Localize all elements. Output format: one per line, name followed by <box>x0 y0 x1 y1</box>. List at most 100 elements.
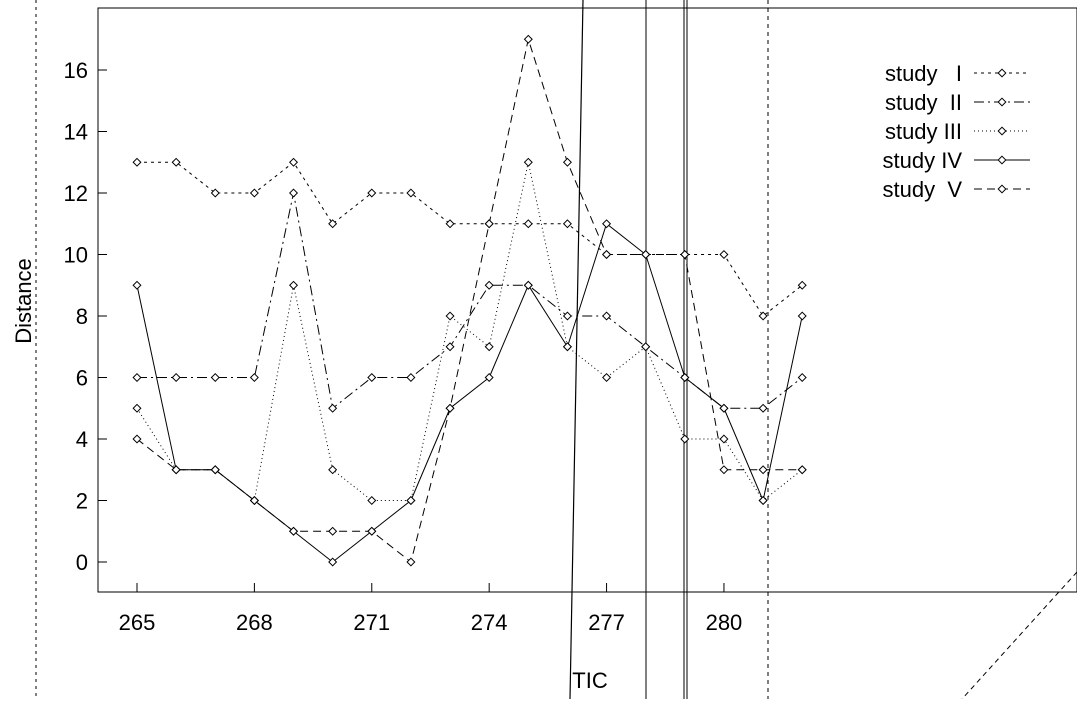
data-point <box>484 219 494 229</box>
x-tick-label: 268 <box>236 610 273 635</box>
legend-marker <box>997 155 1007 165</box>
y-tick-label: 10 <box>64 243 88 268</box>
data-point <box>406 188 416 198</box>
y-tick-label: 0 <box>76 550 88 575</box>
data-point <box>562 342 572 352</box>
data-point <box>406 495 416 506</box>
legend-marker <box>997 126 1007 136</box>
data-point <box>132 403 142 413</box>
data-point <box>797 372 807 383</box>
data-point <box>719 465 729 475</box>
y-tick-label: 14 <box>64 120 88 145</box>
data-point <box>562 219 572 229</box>
data-point <box>719 403 729 413</box>
y-tick-label: 6 <box>76 366 88 391</box>
data-point <box>210 372 220 383</box>
data-point <box>249 188 259 198</box>
data-point <box>406 372 416 383</box>
data-point <box>484 342 494 352</box>
x-tick-label: 277 <box>588 610 625 635</box>
data-point <box>249 372 259 383</box>
data-point <box>484 280 494 290</box>
y-tick-label: 12 <box>64 181 88 206</box>
y-tick-label: 16 <box>64 58 88 83</box>
legend-label: study II <box>885 90 962 115</box>
data-point <box>210 465 220 475</box>
data-point <box>445 403 455 413</box>
data-point <box>797 311 807 321</box>
data-point <box>132 372 142 383</box>
legend: study I study II study III study IV study V <box>883 61 1030 202</box>
series-line <box>136 37 803 563</box>
data-point <box>210 188 220 198</box>
data-point <box>289 157 299 167</box>
data-point <box>602 372 612 383</box>
x-tick-label: 274 <box>471 610 508 635</box>
data-point <box>445 219 455 229</box>
data-point <box>406 557 416 567</box>
data-point <box>602 249 612 260</box>
y-axis-title: Distance <box>11 258 36 344</box>
x-tick-label: 280 <box>706 610 743 635</box>
data-point <box>758 403 768 413</box>
y-tick-label: 4 <box>76 427 88 452</box>
data-point <box>719 249 729 260</box>
data-point <box>132 434 142 444</box>
data-point <box>562 311 572 321</box>
data-point <box>602 219 612 229</box>
data-point <box>602 311 612 321</box>
data-point <box>171 157 181 167</box>
data-point <box>289 280 299 290</box>
data-point <box>523 219 533 229</box>
stray-diagonal-line <box>961 571 1077 700</box>
series-line <box>137 161 803 317</box>
stray-vertical-line-1 <box>569 0 584 700</box>
legend-label: study IV <box>883 148 963 173</box>
data-point <box>680 434 690 444</box>
data-point <box>758 465 768 475</box>
series-5 <box>132 34 807 567</box>
data-point <box>758 495 768 506</box>
data-point <box>523 280 533 290</box>
legend-marker <box>997 68 1007 78</box>
data-point <box>132 280 142 290</box>
data-point <box>171 372 181 383</box>
data-point <box>562 157 572 167</box>
data-point <box>680 249 690 260</box>
legend-marker <box>997 97 1007 107</box>
y-tick-label: 8 <box>76 304 88 329</box>
legend-label: study I <box>885 61 962 86</box>
data-point <box>367 526 377 536</box>
series-4 <box>132 219 807 567</box>
data-point <box>289 526 299 536</box>
x-axis-title: TIC <box>572 668 608 693</box>
series-group <box>132 34 807 567</box>
series-line <box>136 222 803 563</box>
data-point <box>328 526 338 536</box>
series-line <box>136 162 803 502</box>
series-1 <box>132 157 807 321</box>
data-point <box>797 280 807 290</box>
series-line <box>137 192 803 410</box>
data-point <box>523 34 533 44</box>
data-point <box>328 219 338 229</box>
legend-label: study III <box>885 119 962 144</box>
data-point <box>641 342 651 352</box>
data-point <box>289 188 299 198</box>
x-tick-label: 271 <box>353 610 390 635</box>
plot-frame <box>35 0 1077 699</box>
data-point <box>758 311 768 321</box>
data-point <box>680 372 690 383</box>
data-point <box>367 495 377 506</box>
data-point <box>328 403 338 413</box>
data-point <box>328 465 338 475</box>
data-point <box>367 188 377 198</box>
data-point <box>171 465 181 475</box>
series-2 <box>132 188 807 413</box>
legend-label: study V <box>883 177 963 202</box>
data-point <box>445 311 455 321</box>
axes: 0 2 4 6 8 10 12 14 16 265 268 271 274 277 280 <box>64 58 743 635</box>
y-tick-label: 2 <box>76 489 88 514</box>
data-point <box>641 249 651 260</box>
legend-marker <box>997 184 1007 194</box>
